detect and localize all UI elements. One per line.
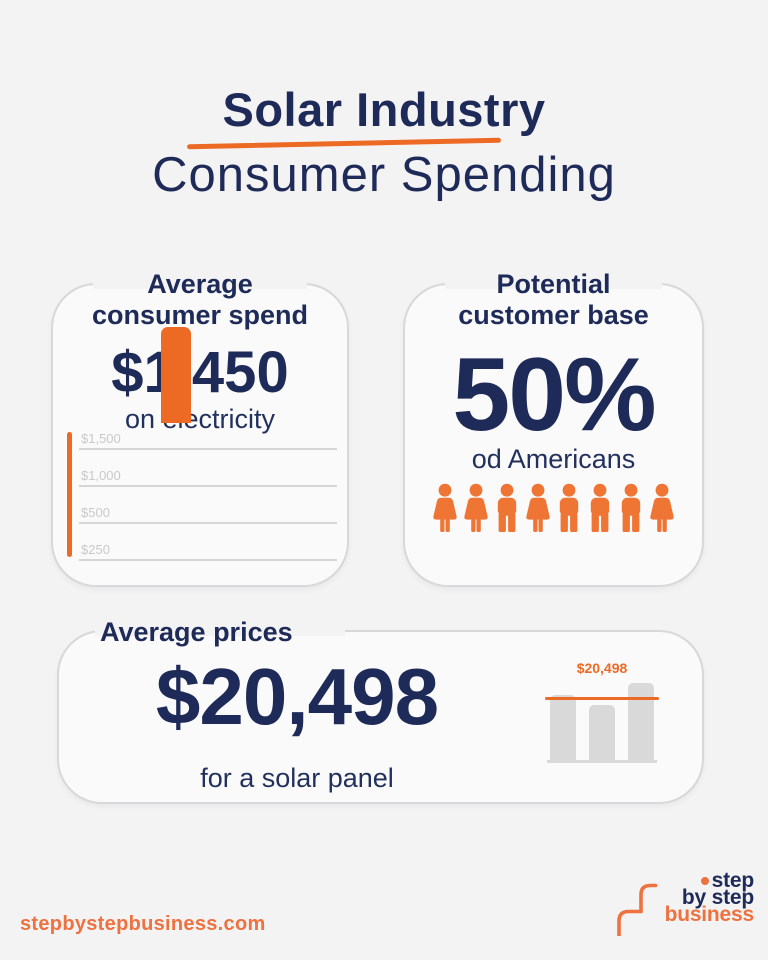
card-prices-heading: Average prices bbox=[100, 617, 293, 647]
prices-caption: for a solar panel bbox=[200, 763, 394, 793]
gridline-row: $1,500 bbox=[79, 413, 337, 450]
page-title-line1: Solar Industry bbox=[222, 83, 546, 136]
card-border-gap bbox=[445, 280, 662, 289]
price-mini-bar bbox=[628, 683, 654, 760]
customers-value: 50% bbox=[452, 337, 656, 453]
logo-line1: step bbox=[654, 869, 755, 892]
axis-tick-label: $1,500 bbox=[81, 431, 121, 446]
man-icon bbox=[497, 483, 517, 532]
man-icon bbox=[590, 483, 610, 532]
bar-chart-y-axis bbox=[67, 432, 72, 557]
prices-value: $20,498 bbox=[155, 652, 439, 741]
price-mini-chart: $20,498 bbox=[545, 660, 659, 763]
card-spend-heading: Average consumer spend bbox=[41, 269, 359, 331]
price-mini-bar bbox=[589, 705, 615, 760]
woman-icon bbox=[526, 483, 550, 532]
man-icon bbox=[621, 483, 641, 532]
spend-chart-bar bbox=[161, 327, 191, 423]
page-title-line2: Consumer Spending bbox=[152, 148, 616, 202]
card-border-gap bbox=[93, 280, 307, 289]
woman-icon bbox=[650, 483, 674, 532]
axis-tick-label: $1,000 bbox=[81, 468, 121, 483]
customers-caption: od Americans bbox=[471, 444, 636, 474]
gridline-row: $500 bbox=[79, 487, 337, 524]
logo-line1-label: step bbox=[711, 869, 755, 892]
spend-value: $1,450 bbox=[111, 340, 289, 405]
logo-line3: business bbox=[664, 903, 755, 926]
card-average-consumer-spend: Average consumer spend $1,450 on electri… bbox=[51, 269, 349, 587]
gridline-row: $250 bbox=[79, 524, 337, 561]
stairs-icon bbox=[617, 883, 658, 936]
card-potential-customer-base: Potential customer base 50% od Americans bbox=[403, 269, 704, 587]
logo-dot-icon bbox=[700, 877, 709, 885]
logo-line2: by step bbox=[681, 886, 754, 909]
website-link[interactable]: stepbystepbusiness.com bbox=[20, 913, 266, 935]
axis-tick-label: $250 bbox=[81, 542, 110, 557]
card-border-gap bbox=[95, 627, 345, 636]
price-mini-bar bbox=[550, 695, 576, 760]
price-mini-chart-label: $20,498 bbox=[576, 660, 628, 676]
woman-icon bbox=[433, 483, 457, 532]
card-customers-heading: Potential customer base bbox=[393, 269, 714, 331]
card-customers-heading-line1: Potential bbox=[496, 269, 611, 299]
card-average-prices: Average prices $20,498 for a solar panel… bbox=[57, 617, 704, 804]
price-reference-line bbox=[545, 696, 659, 700]
step-by-step-business-logo: step by step business bbox=[612, 869, 755, 938]
woman-icon bbox=[464, 483, 488, 532]
axis-tick-label: $500 bbox=[81, 505, 110, 520]
people-row bbox=[405, 483, 702, 545]
gridline-row: $1,000 bbox=[79, 450, 337, 487]
logo-text: step by step business bbox=[654, 869, 755, 926]
spend-chart-grid: $1,500 $1,000 $500 $250 bbox=[79, 413, 337, 561]
man-icon bbox=[559, 483, 579, 532]
spend-caption: on electricity bbox=[124, 404, 276, 434]
card-spend-heading-line1: Average bbox=[147, 269, 253, 299]
card-customers-heading-line2: customer base bbox=[458, 300, 649, 330]
card-spend-heading-line2: consumer spend bbox=[91, 300, 309, 330]
